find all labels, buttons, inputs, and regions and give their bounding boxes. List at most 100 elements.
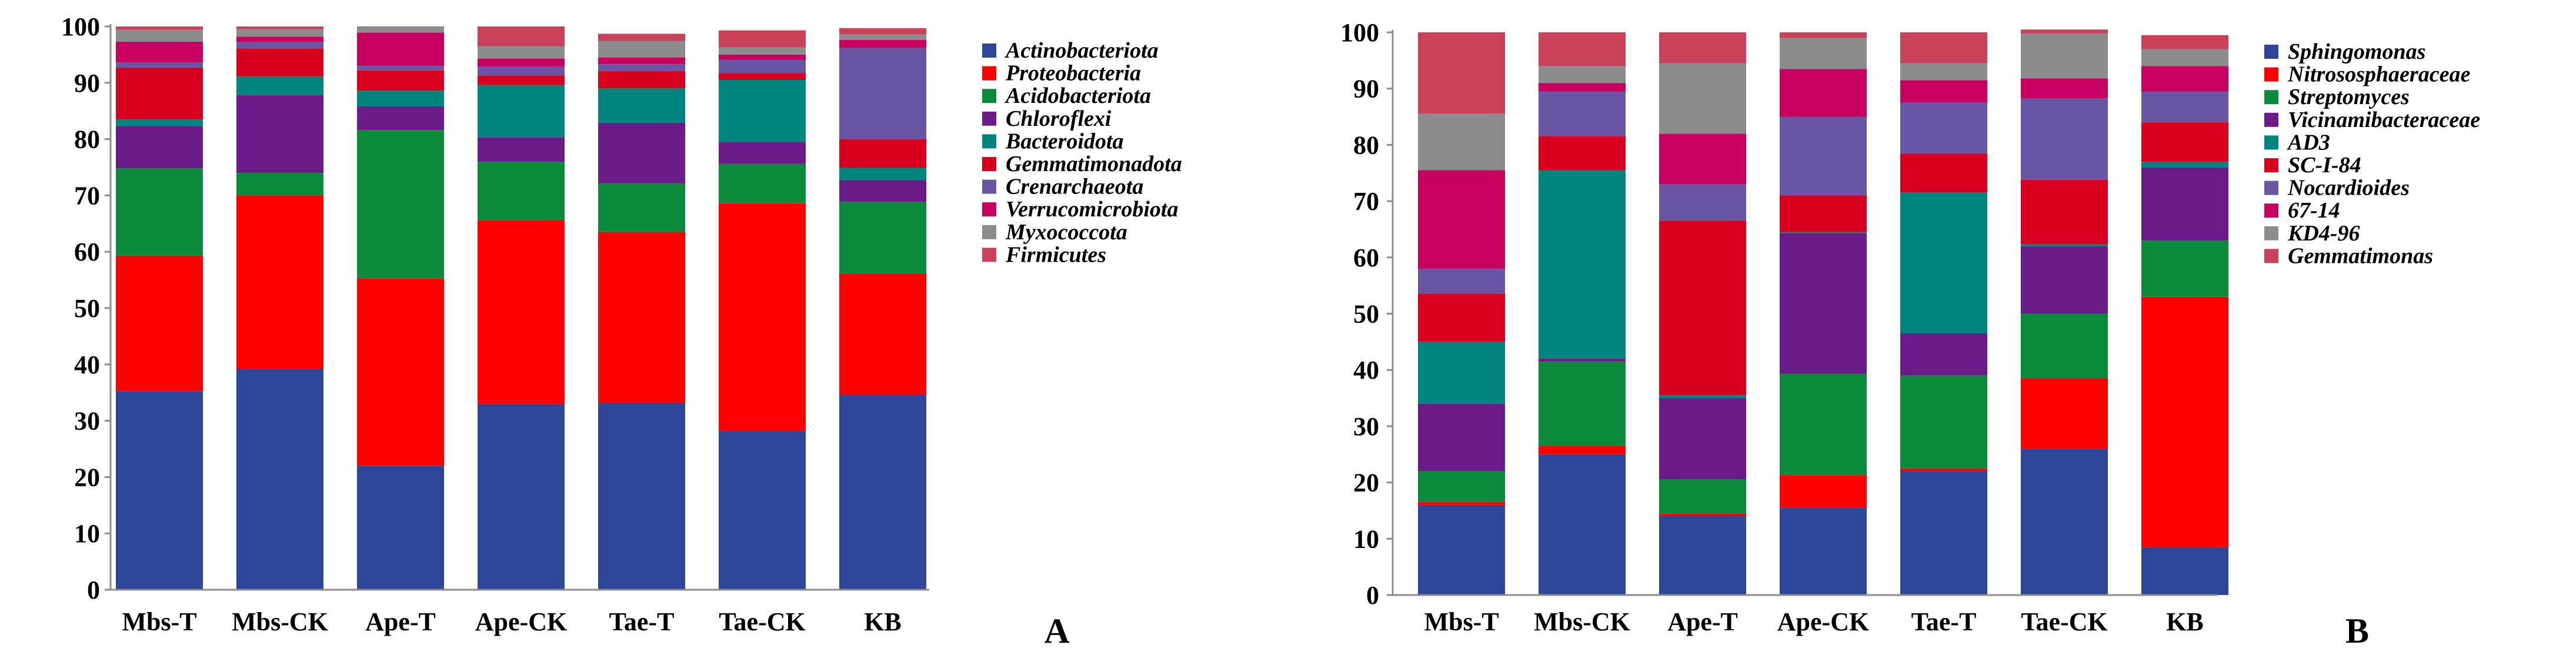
bar-segment: [357, 106, 444, 131]
bar-segment: [236, 26, 323, 29]
legend-swatch: [2264, 90, 2278, 105]
category-label: Tae-T: [609, 607, 675, 636]
legend-swatch: [2264, 226, 2278, 240]
y-tick-label: 90: [74, 69, 100, 98]
bar-segment: [2141, 66, 2228, 92]
legend-swatch: [982, 111, 996, 126]
y-tick-label: 50: [74, 294, 100, 323]
legend-label: KD4-96: [2287, 221, 2360, 246]
legend-swatch: [2264, 203, 2278, 218]
legend-swatch: [982, 157, 996, 171]
bar-segment: [116, 168, 203, 256]
bar-segment: [2021, 98, 2108, 180]
bar-segment: [839, 48, 926, 139]
bar-segment: [719, 47, 806, 55]
legend-swatch: [2264, 135, 2278, 150]
bar-segment: [116, 391, 203, 590]
bar-segment: [598, 41, 685, 58]
category-label: Ape-T: [365, 607, 436, 636]
y-tick-label: 90: [1353, 75, 1379, 103]
bar-segment: [2141, 49, 2228, 66]
bar-segment: [1539, 32, 1626, 66]
panel-label: A: [1044, 611, 1069, 650]
bar-segment: [1900, 192, 1987, 333]
chart-panel-B: Mbs-T Mbs-CK Ape-T Ape-CK Tae-T Tae-CK KB 0 10 20…: [1340, 18, 2480, 650]
legend-label: Myxococcota: [1005, 220, 1127, 245]
bar-segment: [2021, 33, 2108, 79]
bar-segment: [478, 85, 565, 138]
bar-segment: [116, 67, 203, 120]
y-tick-label: 60: [74, 238, 100, 266]
bar-segment: [236, 36, 323, 42]
bar-segment: [478, 220, 565, 404]
y-tick-label: 80: [74, 125, 100, 154]
bar-segment: [2141, 91, 2228, 123]
chart-panel-A: Mbs-T Mbs-CK Ape-T Ape-CK Tae-T Tae-CK KB 0 10 20…: [61, 12, 1182, 650]
legend-swatch: [2264, 67, 2278, 82]
bar-segment: [116, 26, 203, 30]
y-tick-label: 40: [1353, 356, 1379, 385]
legend-swatch: [982, 202, 996, 217]
bar-segment: [719, 59, 806, 73]
legend-label: Crenarchaeota: [1006, 175, 1143, 199]
bar-segment: [598, 122, 685, 184]
y-tick-label: 20: [1353, 469, 1379, 497]
bar-segment: [116, 62, 203, 68]
bar-segment: [357, 91, 444, 107]
bar-segment: [2141, 296, 2228, 547]
bar-segment: [1418, 342, 1505, 404]
bar-segment: [2021, 179, 2108, 245]
bar-segment: [2021, 246, 2108, 314]
y-tick-label: 10: [1353, 524, 1379, 553]
legend-swatch: [982, 134, 996, 149]
bar-segment: [116, 29, 203, 42]
bar-segment: [236, 369, 323, 590]
bar-segment: [2141, 35, 2228, 49]
bar-segment: [1539, 83, 1626, 92]
legend: ActinobacteriotaProteobacteriaAcidobacte…: [982, 38, 1182, 267]
y-tick-label: 20: [74, 463, 100, 492]
bar-segment: [839, 395, 926, 590]
category-label: Tae-CK: [719, 607, 806, 636]
bar-segment: [236, 29, 323, 37]
bar-segment: [236, 42, 323, 49]
bar-segment: [357, 466, 444, 590]
legend-swatch: [982, 248, 996, 262]
bar-segment: [116, 119, 203, 126]
bar-segment: [1659, 184, 1746, 221]
bar-segment: [1900, 80, 1987, 103]
legend-swatch: [982, 89, 996, 103]
bar-segment: [478, 26, 565, 46]
y-tick-label: 30: [74, 407, 100, 436]
bar-segment: [598, 64, 685, 71]
bar-segment: [1900, 471, 1987, 595]
bar-segment: [357, 70, 444, 91]
bar-segment: [1418, 504, 1505, 595]
y-tick-label: 100: [1340, 18, 1379, 47]
y-tick-label: 60: [1353, 243, 1379, 272]
bar-segment: [2141, 122, 2228, 162]
bar-segment: [839, 28, 926, 35]
bar-segment: [1780, 373, 1867, 476]
legend-label: Actinobacteriota: [1005, 38, 1159, 63]
bar-segment: [1659, 513, 1746, 517]
legend-label: SC-I-84: [2288, 153, 2361, 178]
legend-label: Nocardioides: [2287, 176, 2410, 200]
bar-segment: [478, 137, 565, 162]
bar-segment: [1539, 136, 1626, 171]
bar-segment: [719, 203, 806, 431]
y-tick-label: 80: [1353, 131, 1379, 159]
bar-segment: [1659, 220, 1746, 396]
bar-segment: [839, 273, 926, 395]
legend-label: Gemmatimonas: [2288, 243, 2433, 268]
bar-segment: [2141, 240, 2228, 297]
category-label: Tae-CK: [2021, 607, 2108, 636]
category-label: Mbs-CK: [1534, 607, 1630, 636]
legend-label: Sphingomonas: [2288, 39, 2425, 64]
bar-segment: [1418, 294, 1505, 342]
bar-segment: [1539, 361, 1626, 446]
legend-swatch: [2264, 45, 2278, 59]
category-label: Tae-T: [1911, 607, 1977, 636]
category-label: Mbs-CK: [232, 607, 328, 636]
bar-segment: [478, 403, 565, 590]
